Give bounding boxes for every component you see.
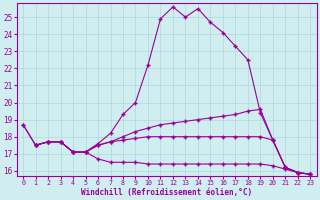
X-axis label: Windchill (Refroidissement éolien,°C): Windchill (Refroidissement éolien,°C) <box>81 188 252 197</box>
